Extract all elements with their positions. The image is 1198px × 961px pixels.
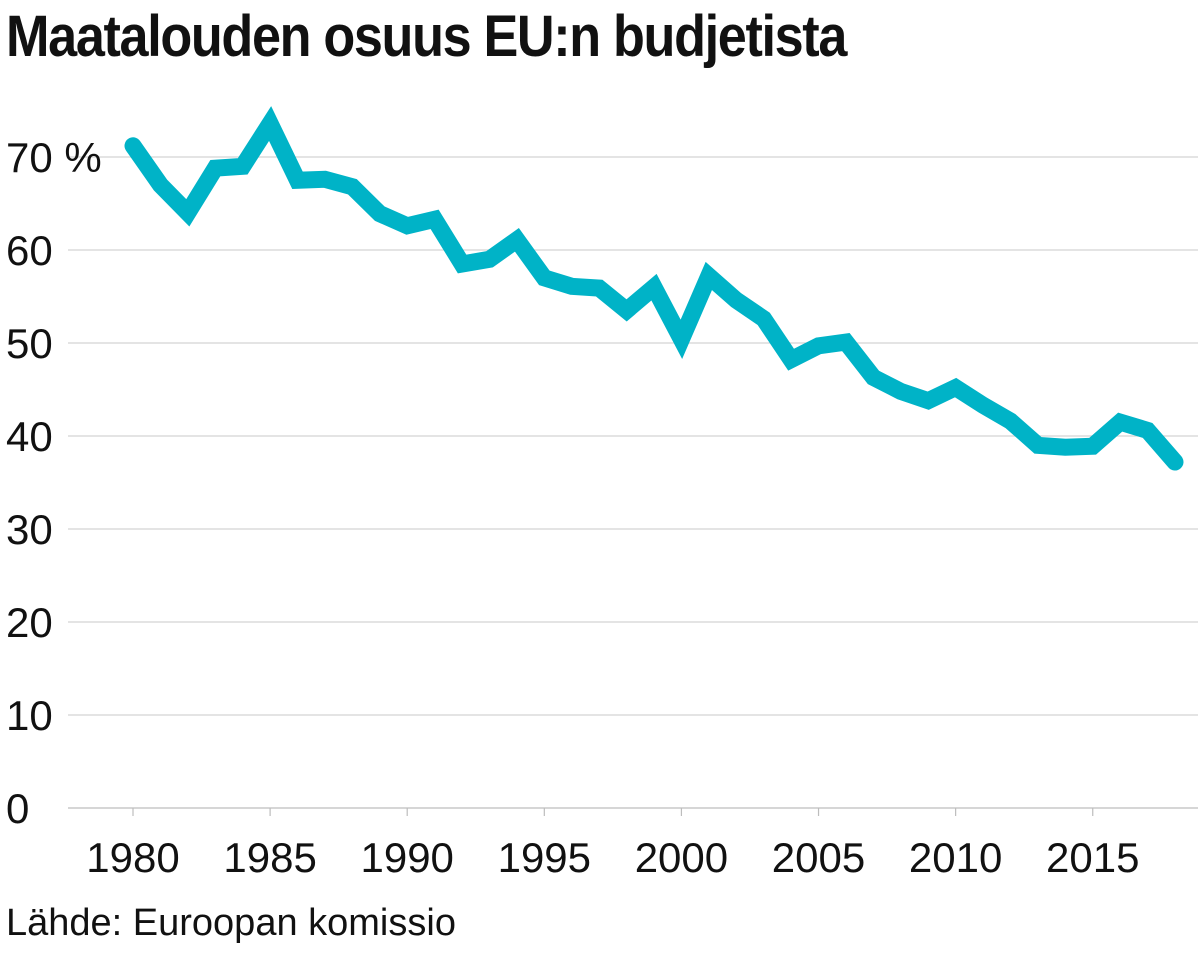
series-line-0 <box>124 106 1184 471</box>
data-point-2014 <box>1062 444 1068 450</box>
data-point-2008 <box>898 388 904 394</box>
x-tick-label: 2005 <box>772 834 865 881</box>
y-tick-label: 30 <box>6 506 53 553</box>
data-point-1990 <box>404 223 410 229</box>
data-point-1986 <box>295 177 301 183</box>
data-point-2000 <box>678 336 684 342</box>
data-point-1993 <box>487 256 493 262</box>
data-point-1985 <box>267 121 273 127</box>
data-point-2012 <box>1008 418 1014 424</box>
y-tick-label: 20 <box>6 599 53 646</box>
data-point-2003 <box>761 316 767 322</box>
data-point-2006 <box>843 339 849 345</box>
data-point-1981 <box>157 182 163 188</box>
x-tick-label: 1995 <box>498 834 591 881</box>
data-point-2011 <box>980 402 986 408</box>
gridlines <box>68 156 1198 809</box>
y-tick-label: 50 <box>6 320 53 367</box>
y-tick-label: 40 <box>6 413 53 460</box>
data-point-1996 <box>569 283 575 289</box>
data-point-1995 <box>541 275 547 281</box>
chart-title: Maatalouden osuus EU:n budjetista <box>6 4 847 69</box>
x-tick-label: 1985 <box>223 834 316 881</box>
data-point-2013 <box>1035 442 1041 448</box>
y-tick-label: 0 <box>6 785 29 832</box>
data-point-1989 <box>377 211 383 217</box>
data-point-2009 <box>925 398 931 404</box>
data-point-1992 <box>459 261 465 267</box>
data-point-1987 <box>322 176 328 182</box>
data-point-2001 <box>706 273 712 279</box>
y-tick-label: 60 <box>6 227 53 274</box>
data-point-2016 <box>1117 419 1123 425</box>
data-point-1999 <box>651 284 657 290</box>
data-point-1994 <box>514 237 520 243</box>
x-tick-label: 2010 <box>909 834 1002 881</box>
y-tick-label: 70 % <box>6 134 102 181</box>
data-point-1982 <box>185 210 191 216</box>
data-point-1984 <box>240 163 246 169</box>
y-tick-label: 10 <box>6 692 53 739</box>
x-tick-label: 1990 <box>360 834 453 881</box>
x-tick-label: 1980 <box>86 834 179 881</box>
x-tick-label: 2015 <box>1046 834 1139 881</box>
data-point-1991 <box>432 216 438 222</box>
data-point-1980 <box>130 143 136 149</box>
x-axis-ticks: 1980 1985 1990 1995 2000 2005 2010 2015 <box>86 808 1139 881</box>
x-tick-label: 2000 <box>635 834 728 881</box>
y-axis-ticks: 0 10 20 30 40 50 60 70 % <box>6 134 102 832</box>
data-point-2017 <box>1145 427 1151 433</box>
data-point-2005 <box>816 343 822 349</box>
data-point-2007 <box>870 374 876 380</box>
series-layer <box>124 106 1184 471</box>
data-point-1997 <box>596 285 602 291</box>
data-point-2004 <box>788 357 794 363</box>
data-point-2015 <box>1090 443 1096 449</box>
data-point-2018 <box>1172 459 1178 465</box>
data-point-1998 <box>624 307 630 313</box>
source-note: Lähde: Euroopan komissio <box>6 902 456 944</box>
data-point-1988 <box>349 184 355 190</box>
data-point-2002 <box>733 297 739 303</box>
data-point-1983 <box>212 165 218 171</box>
data-point-2010 <box>953 385 959 391</box>
